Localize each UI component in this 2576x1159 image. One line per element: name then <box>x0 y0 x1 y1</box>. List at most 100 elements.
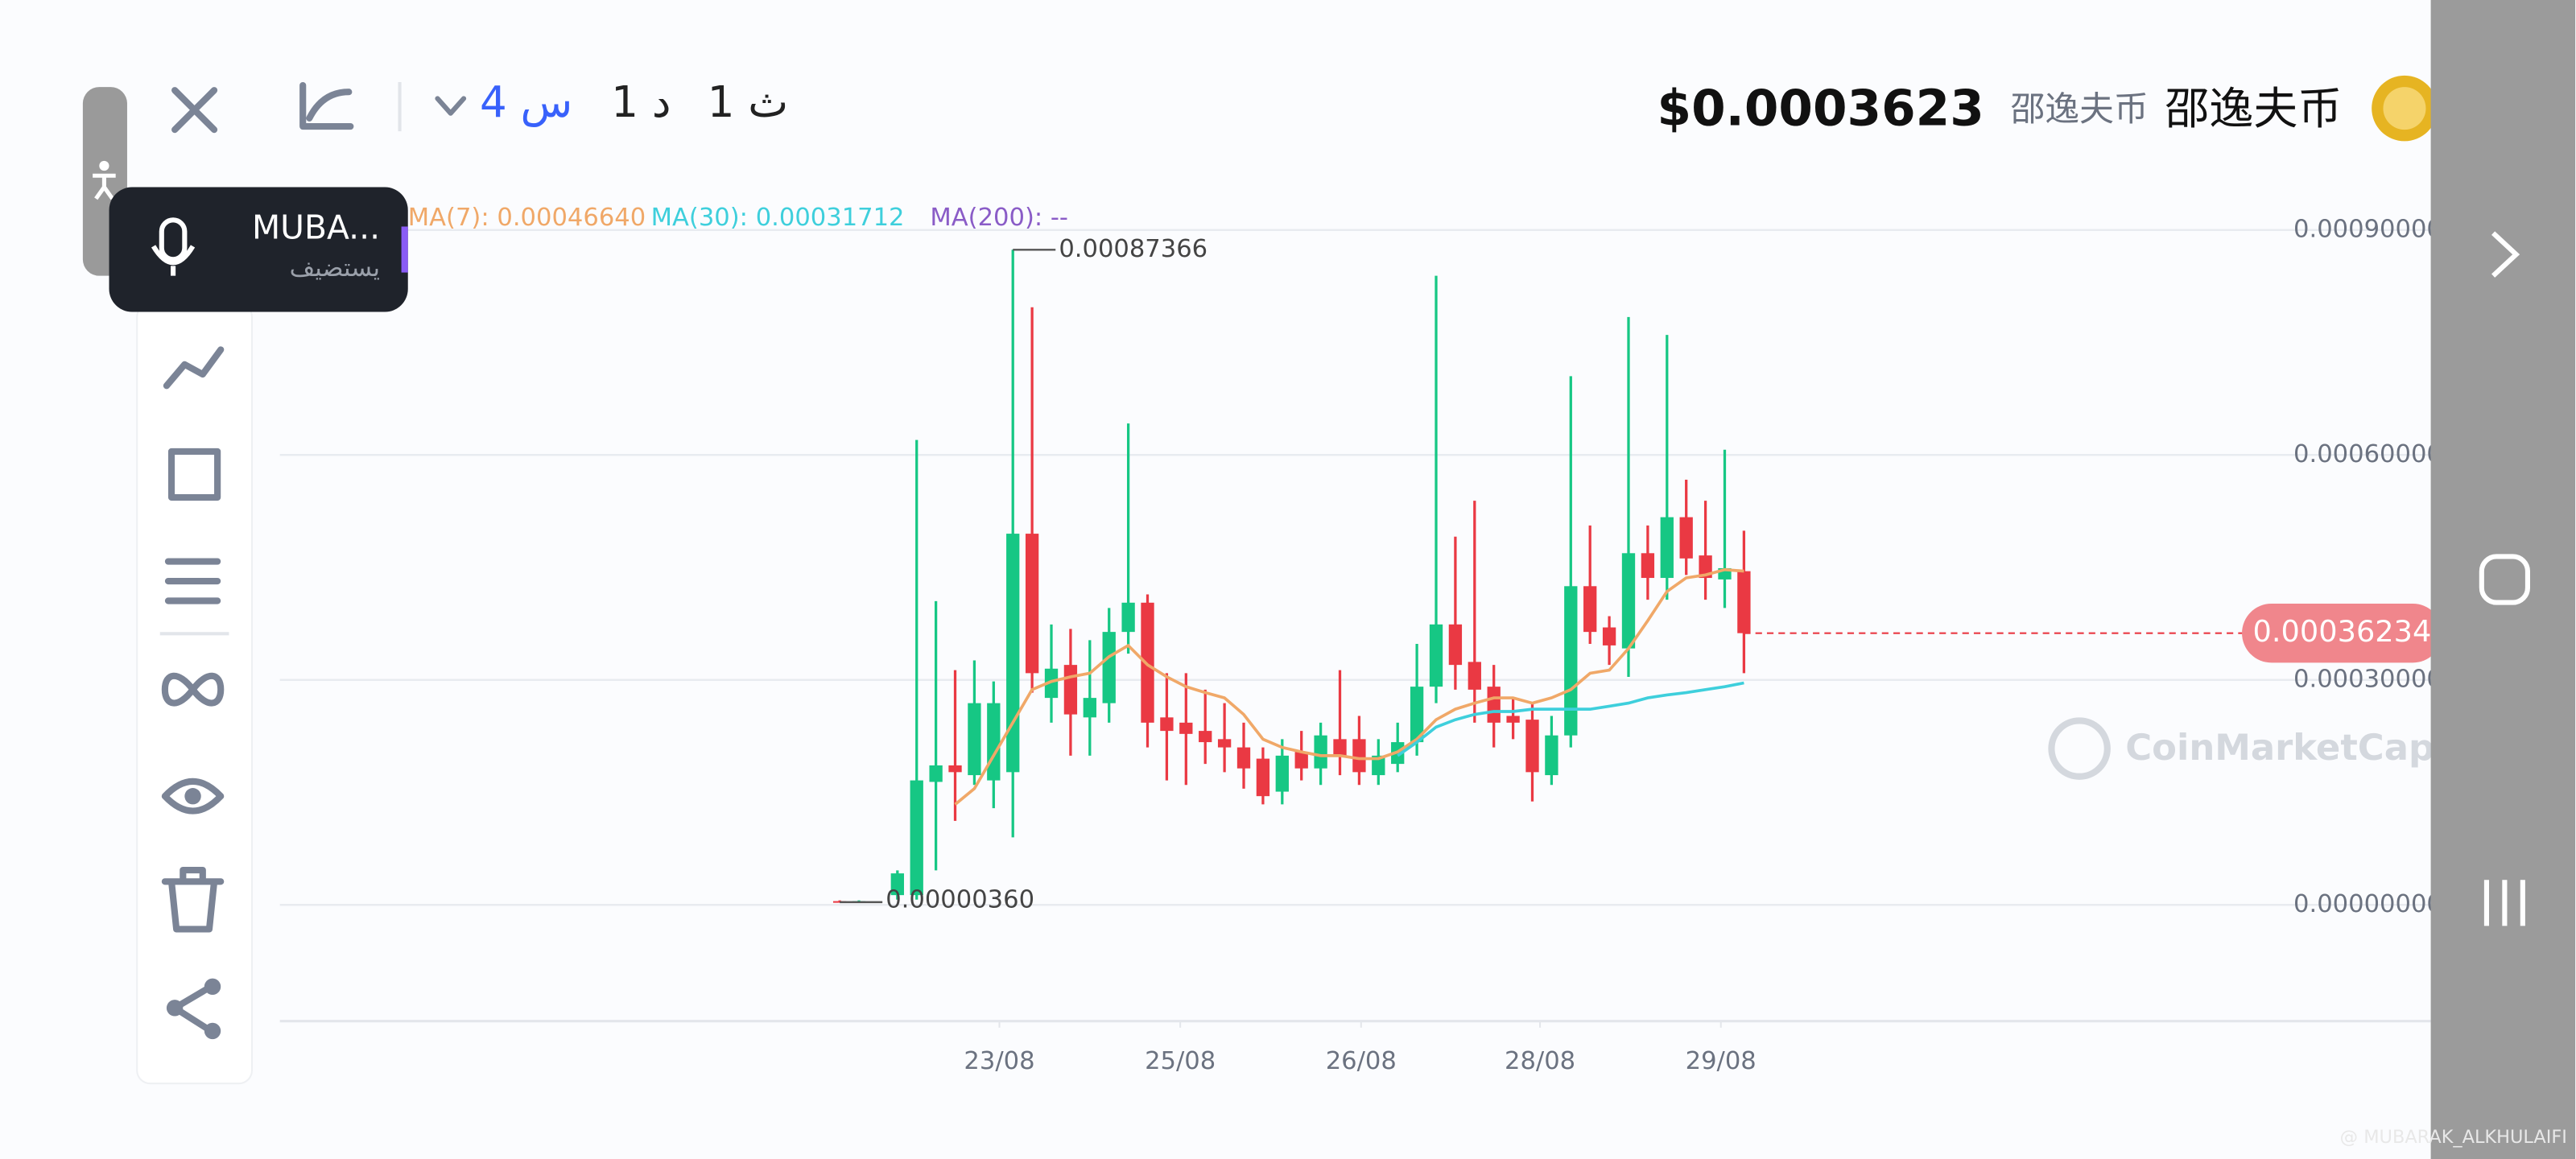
candle-body <box>1275 755 1289 792</box>
mic-icon <box>151 245 196 276</box>
y-tick-label: 0.00000000 <box>2293 890 2442 918</box>
candle-body <box>1487 687 1501 723</box>
delete-tool[interactable] <box>161 866 225 933</box>
coin-logo-inner <box>2383 87 2426 130</box>
coin-name: 邵逸夫币 <box>2165 83 2342 134</box>
interval-dropdown[interactable] <box>435 96 467 116</box>
candle-body <box>1448 624 1463 666</box>
candle-body <box>1141 602 1154 723</box>
credit: @ MUBARAK_ALKHULAIFI <box>2340 1127 2567 1148</box>
interval-1w[interactable]: 1 ث <box>708 77 789 127</box>
candle-body <box>1236 747 1251 769</box>
legend-entry: MA(200): -- <box>930 204 1068 232</box>
candle-body <box>1256 758 1270 797</box>
candle-body <box>1352 739 1366 773</box>
max-annotation: 0.00087366 <box>1059 235 1208 263</box>
candle-body <box>1199 731 1212 743</box>
candle-body <box>1621 553 1636 649</box>
overlay-accent <box>401 226 408 273</box>
candle-body <box>1525 720 1539 773</box>
candle-body <box>1217 739 1232 748</box>
visibility-pupil <box>184 788 201 805</box>
mic-icon <box>159 217 188 262</box>
overlay-subtitle: يستضيف <box>290 254 380 283</box>
candle-body <box>1294 752 1308 769</box>
x-tick-label: 29/08 <box>1686 1047 1757 1075</box>
trendline-tool[interactable] <box>163 346 225 390</box>
plot: 0.00000000 0.00030000 0.00060000 0.00090000… <box>279 204 2442 1075</box>
candle-body <box>1737 571 1751 633</box>
candle-body <box>1545 735 1558 776</box>
candle-body <box>1602 627 1616 645</box>
rectangle-tool[interactable] <box>167 448 221 501</box>
accessibility-icon <box>93 173 116 200</box>
overlay-title: MUBA... <box>252 208 380 247</box>
watermark-logo <box>2048 717 2111 780</box>
candle-body <box>948 765 962 773</box>
candle-body <box>890 873 904 896</box>
candle-body <box>1506 716 1520 723</box>
min-annotation: 0.00000360 <box>886 885 1034 914</box>
nav-forward[interactable] <box>2491 231 2520 278</box>
nav-bar <box>2430 0 2576 1159</box>
candle-body <box>987 703 1001 781</box>
chart-type-button[interactable] <box>299 81 354 130</box>
lines-tool[interactable] <box>164 558 221 604</box>
candle-body <box>968 703 981 776</box>
candle-body <box>1410 687 1424 743</box>
legend-entry: MA(30): 0.00031712 <box>651 204 905 232</box>
share-dot <box>204 1022 221 1040</box>
candle-body <box>1006 534 1020 773</box>
symbol: 邵逸夫币 <box>2010 89 2148 130</box>
last-price-label: 0.00036234 <box>2253 614 2432 649</box>
candle-body <box>1641 553 1655 579</box>
ma-line <box>1397 681 1744 757</box>
candle-body <box>1583 586 1597 633</box>
voice-overlay[interactable] <box>109 187 408 312</box>
candle-body <box>1429 624 1443 687</box>
share-dot <box>166 1000 184 1017</box>
y-tick-label: 0.00030000 <box>2293 665 2442 693</box>
x-tick-label: 23/08 <box>964 1047 1034 1075</box>
legend-entry: MA(7): 0.00046640 <box>408 204 646 232</box>
share-dot <box>204 978 221 996</box>
candle-body <box>1699 555 1712 579</box>
candle-body <box>1083 698 1096 718</box>
x-tick-label: 26/08 <box>1326 1047 1397 1075</box>
ma-line <box>954 567 1744 806</box>
candle-body <box>1121 602 1135 633</box>
x-tick-label: 28/08 <box>1505 1047 1575 1075</box>
x-tick-label: 25/08 <box>1145 1047 1216 1075</box>
nav-recents[interactable] <box>2483 880 2525 926</box>
candle-body <box>1025 534 1039 674</box>
candle-body <box>1372 755 1385 776</box>
candle-body <box>1333 739 1347 756</box>
candle-body <box>1179 722 1193 734</box>
candle-body <box>1314 735 1327 769</box>
candle-body <box>1102 632 1116 703</box>
visibility-tool[interactable] <box>161 777 225 815</box>
nav-home[interactable] <box>2479 554 2531 605</box>
candle-body <box>910 780 923 896</box>
last-price-tag <box>2242 603 2442 663</box>
candle-body <box>1679 517 1693 559</box>
candle-body <box>929 765 943 782</box>
magnet-tool[interactable] <box>161 672 225 707</box>
candle-body <box>1160 717 1174 732</box>
candle-body <box>1063 665 1078 715</box>
price: $0.0003623 <box>1657 80 1984 137</box>
close-button[interactable] <box>171 87 218 134</box>
candle-body <box>1044 668 1059 699</box>
candle-body <box>1468 662 1481 690</box>
y-tick-label: 0.00090000 <box>2293 215 2442 243</box>
watermark: CoinMarketCap <box>2125 726 2434 769</box>
candle-body <box>1564 586 1578 736</box>
interval-1d[interactable]: 1 د <box>611 77 671 127</box>
interval-4h[interactable]: 4 س <box>480 77 572 127</box>
y-tick-label: 0.00060000 <box>2293 440 2442 468</box>
accessibility-icon <box>99 160 109 171</box>
candle-body <box>1660 517 1674 579</box>
